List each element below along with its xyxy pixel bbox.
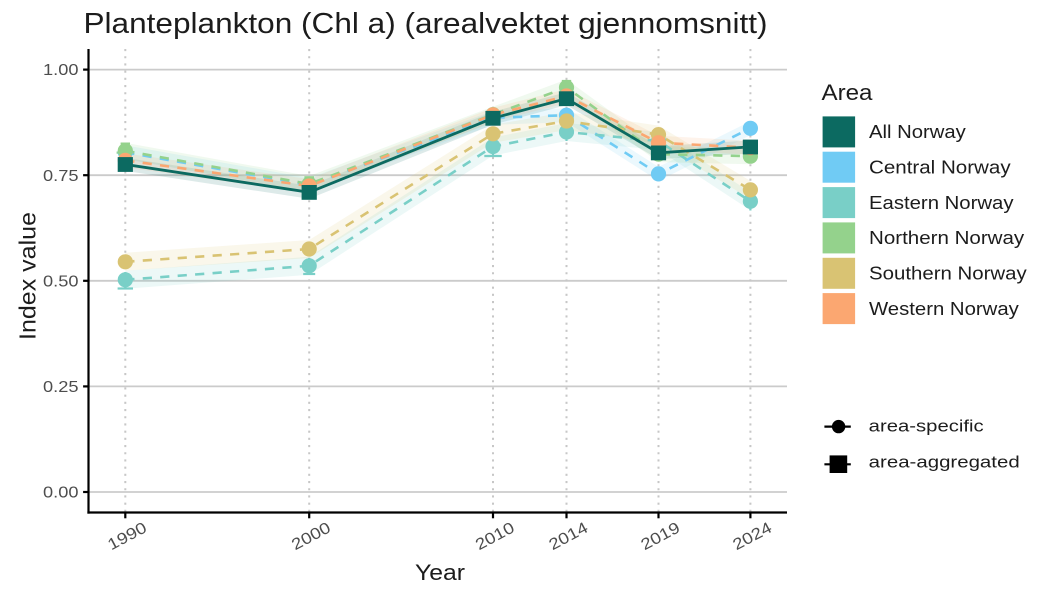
svg-text:0.50: 0.50 bbox=[43, 273, 79, 290]
svg-text:0.75: 0.75 bbox=[43, 168, 79, 185]
svg-text:All Norway: All Norway bbox=[869, 122, 966, 142]
svg-text:Northern Norway: Northern Norway bbox=[869, 228, 1024, 248]
svg-text:Central Norway: Central Norway bbox=[869, 158, 1011, 178]
svg-text:Area: Area bbox=[822, 80, 874, 105]
svg-text:0.00: 0.00 bbox=[43, 485, 79, 502]
svg-text:1.00: 1.00 bbox=[43, 62, 79, 79]
svg-text:Planteplankton (Chl a) (arealv: Planteplankton (Chl a) (arealvektet gjen… bbox=[84, 8, 768, 40]
svg-text:Southern Norway: Southern Norway bbox=[869, 264, 1027, 284]
svg-text:area-aggregated: area-aggregated bbox=[869, 452, 1020, 471]
svg-text:Index value: Index value bbox=[15, 212, 41, 340]
svg-text:Western Norway: Western Norway bbox=[869, 299, 1019, 319]
svg-text:area-specific: area-specific bbox=[869, 417, 985, 436]
svg-text:0.25: 0.25 bbox=[43, 379, 79, 396]
svg-text:Year: Year bbox=[415, 560, 465, 585]
svg-text:Eastern Norway: Eastern Norway bbox=[869, 193, 1014, 213]
